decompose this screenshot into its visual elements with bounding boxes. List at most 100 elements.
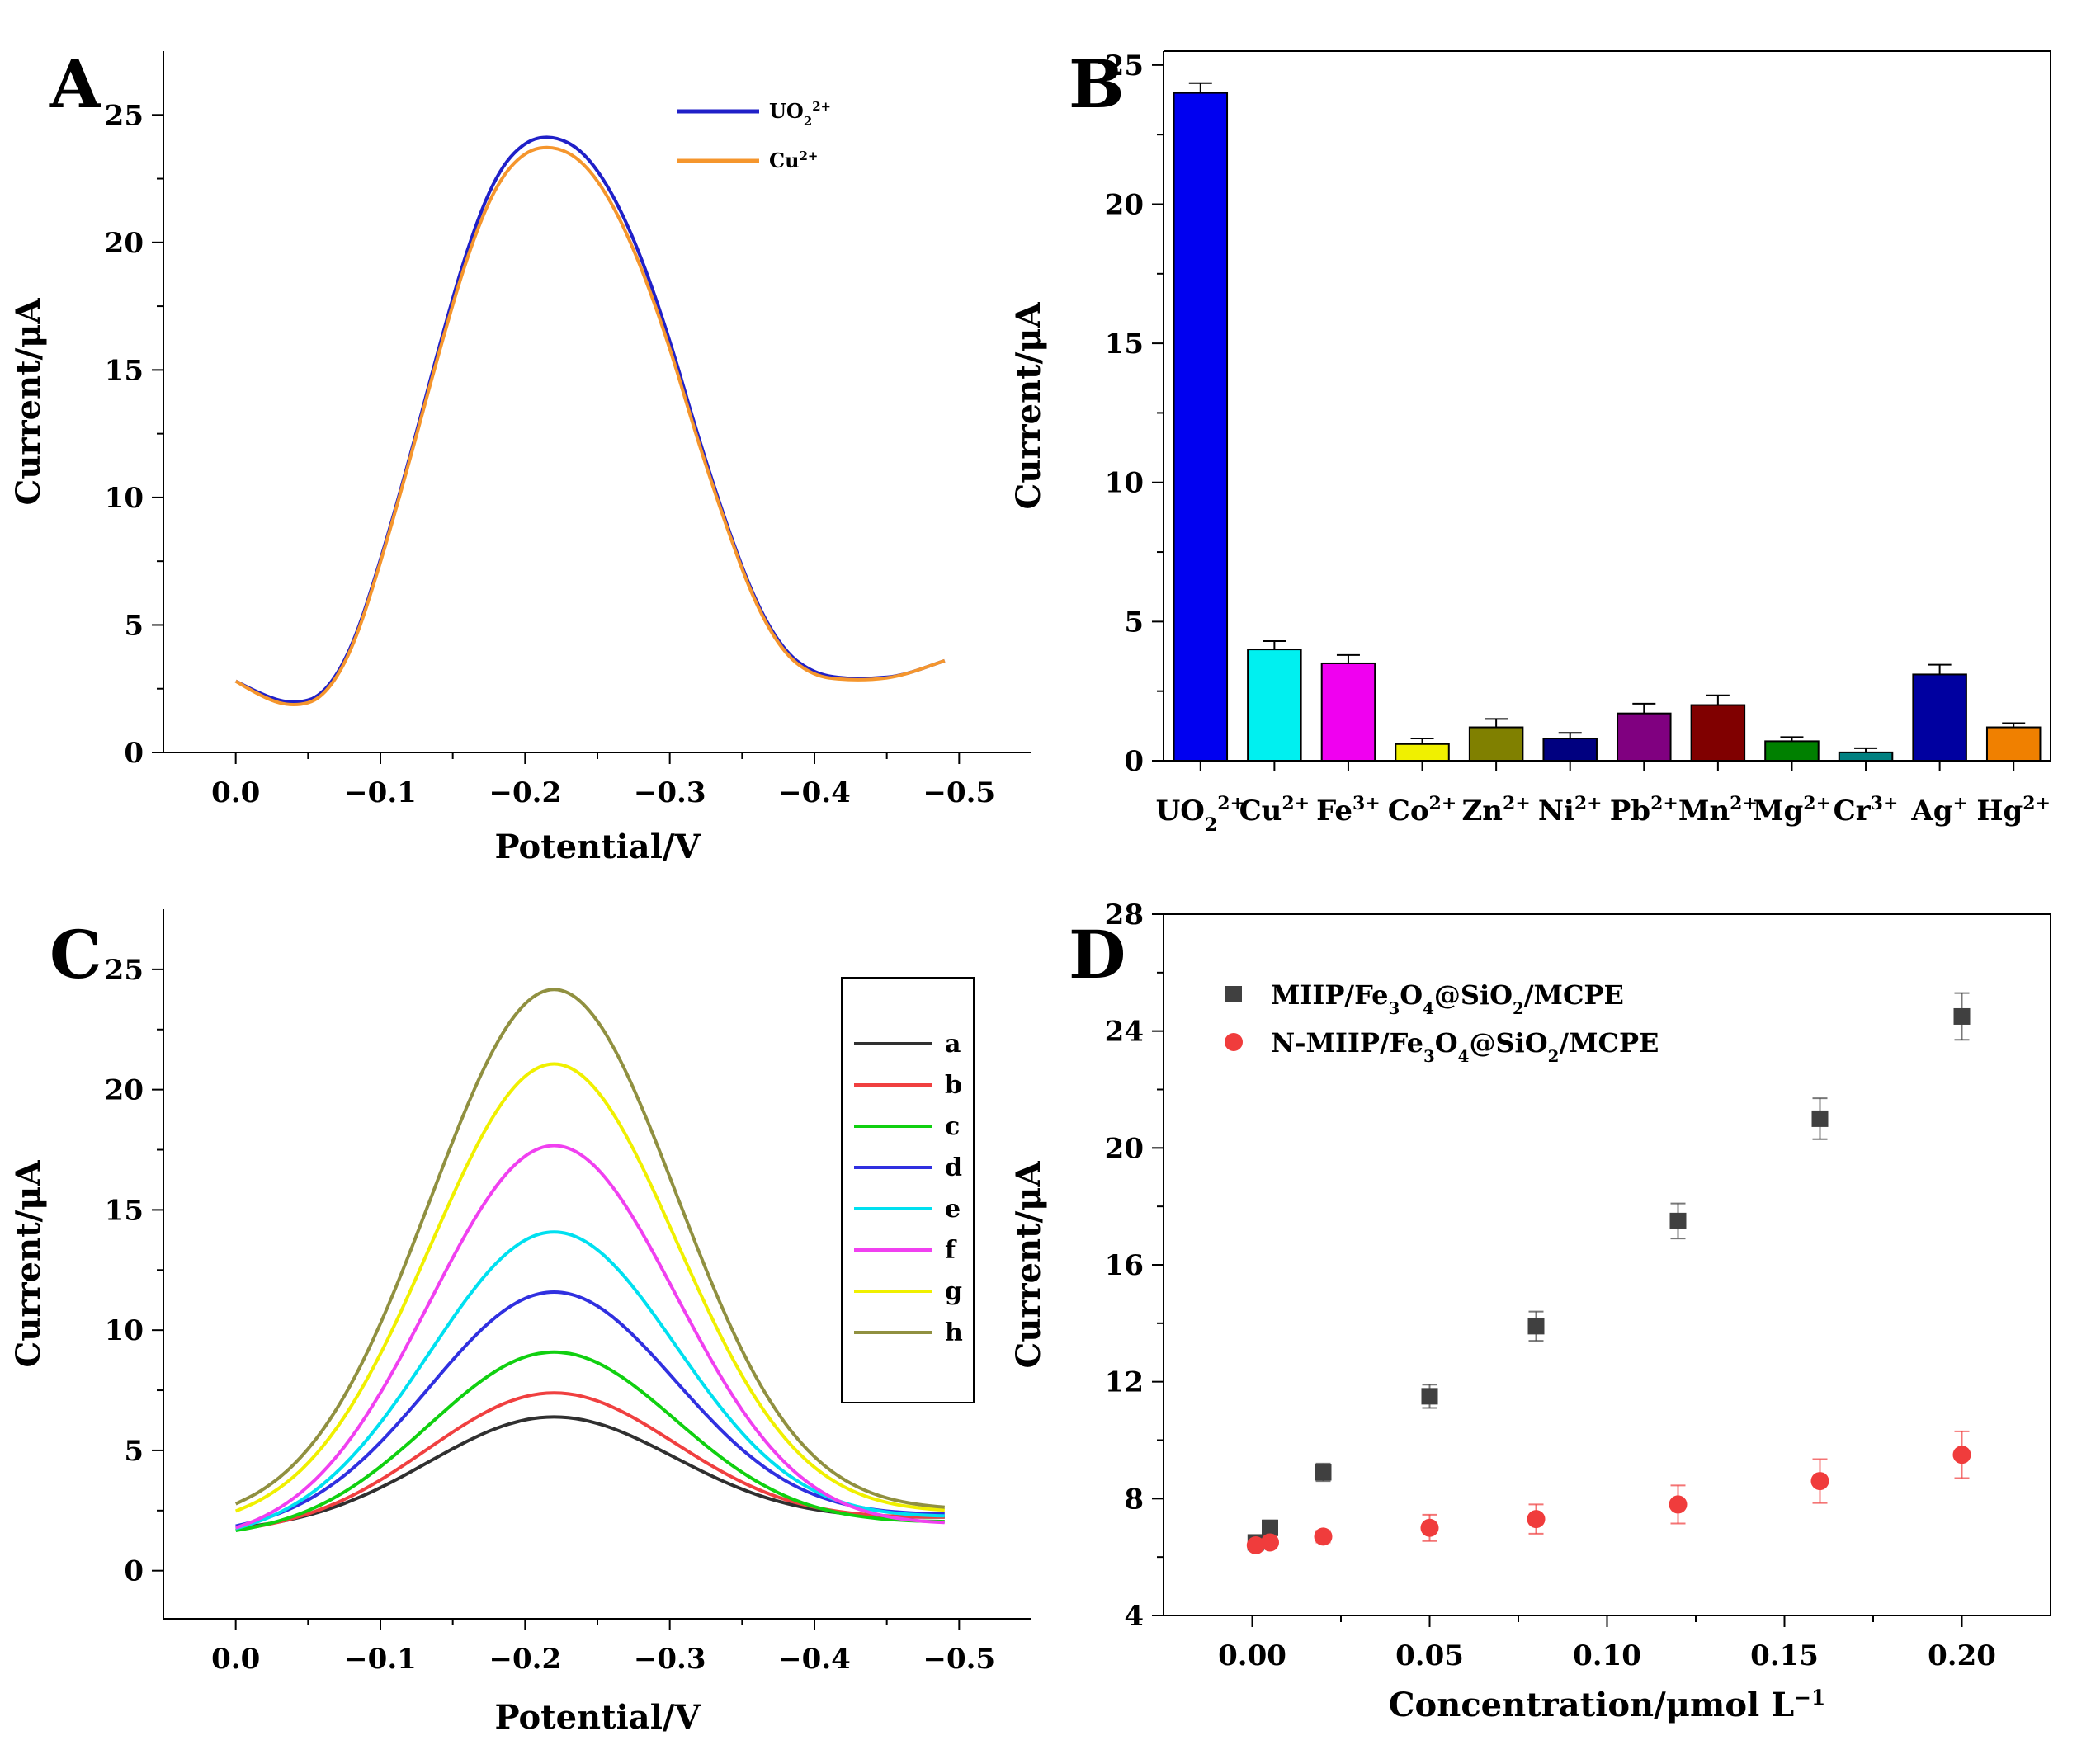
panel-c-y-axis-title: Current/μA xyxy=(9,1160,48,1368)
panel-d-point-miip xyxy=(1811,1110,1829,1127)
panel-a-y-axis-title: Current/μA xyxy=(9,298,48,506)
panel-c-y-tick-label: 0 xyxy=(124,1555,144,1588)
panel-b-bar xyxy=(1764,740,1820,762)
panel-a-y-tick-label: 10 xyxy=(105,482,144,515)
panel-c-legend-label: e xyxy=(945,1195,961,1224)
panel-a-y-tick-label: 15 xyxy=(105,354,144,387)
panel-d-point-n-miip xyxy=(1420,1518,1439,1537)
panel-b-category-label: Zn2+ xyxy=(1461,793,1530,828)
panel-d-x-tick-label: 0.20 xyxy=(1928,1639,1996,1672)
panel-d-legend-label: MIIP/Fe3O4@SiO2/MCPE xyxy=(1271,979,1624,1018)
panel-d-point-n-miip xyxy=(1314,1527,1333,1546)
panel-b-y-tick-label: 0 xyxy=(1124,745,1144,778)
panel-c-legend-label: c xyxy=(945,1112,960,1141)
panel-c-line-h xyxy=(234,988,945,1509)
panel-b-bar xyxy=(1617,712,1672,762)
panel-d-y-tick-label: 24 xyxy=(1105,1016,1144,1049)
panel-a-x-tick-label: −0.5 xyxy=(923,776,996,809)
panel-c-x-tick-label: 0.0 xyxy=(211,1643,260,1676)
panel-label-a: A xyxy=(49,45,101,123)
panel-b-category-label: Cr3+ xyxy=(1834,793,1899,828)
panel-b-y-tick-label: 25 xyxy=(1105,50,1144,83)
panel-b: 0 5 10 15 20 25 Current/μA UO22+Cu2+ Fe3+ Co2+ Zn2… xyxy=(1009,50,2051,836)
panel-b-y-tick-label: 20 xyxy=(1105,188,1144,221)
panel-d-point-miip xyxy=(1527,1318,1545,1335)
panel-b-category-label: Pb2+ xyxy=(1610,793,1678,828)
panel-d-point-n-miip xyxy=(1261,1533,1279,1552)
panel-d-point-miip xyxy=(1953,1007,1971,1025)
panel-b-y-tick-label: 10 xyxy=(1105,467,1144,500)
panel-a-x-tick-label: −0.3 xyxy=(634,776,706,809)
panel-d-point-n-miip xyxy=(1810,1472,1829,1491)
panel-label-c: C xyxy=(50,916,102,993)
panel-c-x-tick-label: −0.3 xyxy=(634,1643,706,1676)
panel-b-category-label: Mg2+ xyxy=(1753,793,1831,828)
panel-label-b: B xyxy=(1069,45,1125,123)
panel-a-line-cu xyxy=(234,145,946,707)
panel-b-y-tick-label: 5 xyxy=(1124,606,1144,639)
panel-d: 0.00 0.05 0.10 0.15 0.20 4 8 12 16 20 24 28 Concentr… xyxy=(1009,899,2051,1724)
panel-label-d: D xyxy=(1069,916,1126,993)
panel-d-y-axis-title: Current/μA xyxy=(1009,1161,1048,1369)
panel-c-y-tick-label: 5 xyxy=(124,1435,144,1468)
panel-a-x-axis-title: Potential/V xyxy=(494,828,701,866)
panel-c-x-tick-label: −0.2 xyxy=(489,1643,562,1676)
panel-b-bar xyxy=(1247,649,1302,762)
panel-b-bar xyxy=(1838,751,1894,762)
panel-c-line-f xyxy=(235,1144,945,1530)
panel-c-x-axis-title: Potential/V xyxy=(494,1698,701,1737)
panel-b-category-label: Ag+ xyxy=(1910,793,1968,828)
panel-c-y-tick-label: 20 xyxy=(105,1074,144,1107)
panel-d-x-tick-label: 0.15 xyxy=(1750,1639,1819,1672)
panel-b-bar xyxy=(1542,738,1598,762)
panel-b-category-label: UO22+ xyxy=(1156,793,1245,836)
panel-d-legend-marker xyxy=(1225,986,1242,1002)
panel-d-point-miip xyxy=(1315,1464,1332,1481)
panel-b-bar xyxy=(1912,673,1967,762)
panel-a-x-tick-label: −0.1 xyxy=(344,776,417,809)
panel-d-x-tick-label: 0.00 xyxy=(1218,1639,1286,1672)
panel-d-y-tick-label: 16 xyxy=(1105,1249,1144,1282)
panel-c-legend-label: f xyxy=(945,1236,957,1265)
panel-c-legend-label: h xyxy=(945,1318,963,1347)
panel-a-legend-label: Cu2+ xyxy=(769,149,818,172)
panel-c-x-tick-label: −0.4 xyxy=(778,1643,851,1676)
panel-a-x-tick-label: −0.4 xyxy=(778,776,851,809)
panel-c-x-tick-label: −0.1 xyxy=(344,1643,417,1676)
panel-b-category-label: Mn2+ xyxy=(1678,793,1758,828)
panel-c-line-a xyxy=(235,1415,945,1531)
panel-d-legend-marker xyxy=(1225,1033,1243,1051)
panel-d-point-miip xyxy=(1421,1388,1438,1405)
panel-c-y-tick-label: 15 xyxy=(105,1194,144,1227)
panel-c: 0.0 −0.1 −0.2 −0.3 −0.4 −0.5 0 5 10 15 20 25 Potenti… xyxy=(9,909,1031,1737)
panel-c-y-tick-label: 25 xyxy=(105,954,144,987)
panel-d-point-n-miip xyxy=(1952,1446,1971,1464)
panel-d-x-axis-title: Concentration/μmol L−1 xyxy=(1389,1686,1826,1725)
panel-c-x-tick-label: −0.5 xyxy=(923,1643,996,1676)
panel-d-point-n-miip xyxy=(1669,1495,1688,1514)
panel-b-category-label: Fe3+ xyxy=(1316,793,1381,828)
panel-a-legend-label: UO22+ xyxy=(769,99,831,129)
panel-a: 0.0 −0.1 −0.2 −0.3 −0.4 −0.5 0 5 10 15 20 25 Potenti… xyxy=(9,51,1031,866)
panel-d-y-tick-label: 12 xyxy=(1105,1366,1144,1399)
panel-c-line-d xyxy=(235,1290,945,1528)
panel-c-legend-label: d xyxy=(945,1153,962,1182)
panel-b-category-label: Ni2+ xyxy=(1538,793,1603,828)
panel-c-legend-label: g xyxy=(945,1277,962,1306)
panel-c-legend-label: b xyxy=(945,1071,962,1100)
panel-a-y-tick-label: 5 xyxy=(124,609,144,642)
panel-b-bar xyxy=(1985,726,2042,762)
panel-b-bar xyxy=(1173,92,1229,762)
panel-d-y-tick-label: 8 xyxy=(1124,1483,1144,1516)
panel-a-y-tick-label: 20 xyxy=(105,227,144,260)
panel-b-bar xyxy=(1468,726,1524,762)
panel-d-x-tick-label: 0.10 xyxy=(1573,1639,1641,1672)
panel-b-y-axis-title: Current/μA xyxy=(1009,302,1048,510)
panel-c-line-c xyxy=(235,1350,945,1532)
panel-d-y-tick-label: 4 xyxy=(1124,1600,1144,1633)
panel-b-category-label: Hg2+ xyxy=(1976,793,2051,828)
panel-a-y-tick-label: 0 xyxy=(124,737,144,770)
panel-d-point-miip xyxy=(1669,1212,1687,1229)
panel-d-y-tick-label: 20 xyxy=(1105,1132,1144,1165)
